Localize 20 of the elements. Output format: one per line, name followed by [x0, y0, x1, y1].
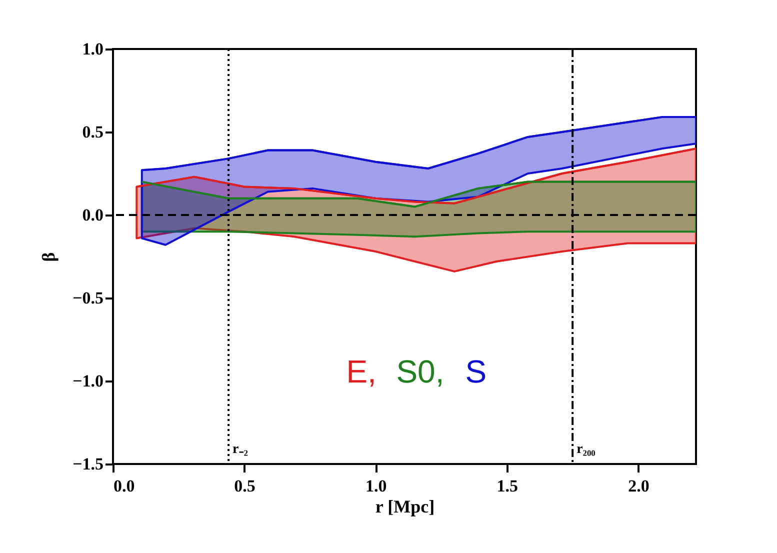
y-tick-label: −1.0 — [72, 372, 104, 390]
x-tick-label: 0.5 — [234, 476, 256, 496]
x-tick-label: 2.0 — [628, 476, 650, 496]
x-axis-title: r [Mpc] — [375, 496, 435, 516]
x-tick-label: 1.0 — [365, 476, 387, 496]
y-axis-title: β — [38, 252, 59, 262]
text: S0, — [396, 354, 444, 390]
line-series — [140, 180, 696, 208]
line-series — [136, 148, 696, 204]
text: E, — [346, 354, 376, 390]
y-tick-label: −0.5 — [72, 288, 104, 308]
y-tick-label: 0.0 — [82, 206, 104, 224]
x-tick-label: 1.5 — [496, 476, 518, 496]
y-tick-label: −1.5 — [72, 454, 104, 474]
y-tick-label: 0.5 — [82, 122, 104, 142]
y-tick-label: 1.0 — [82, 40, 104, 58]
x-tick-label: 0.0 — [114, 476, 135, 496]
ref-line-label: r₋₂ — [232, 442, 248, 457]
text: S — [465, 354, 487, 390]
ref-line-label: r₂₀₀ — [576, 442, 596, 457]
